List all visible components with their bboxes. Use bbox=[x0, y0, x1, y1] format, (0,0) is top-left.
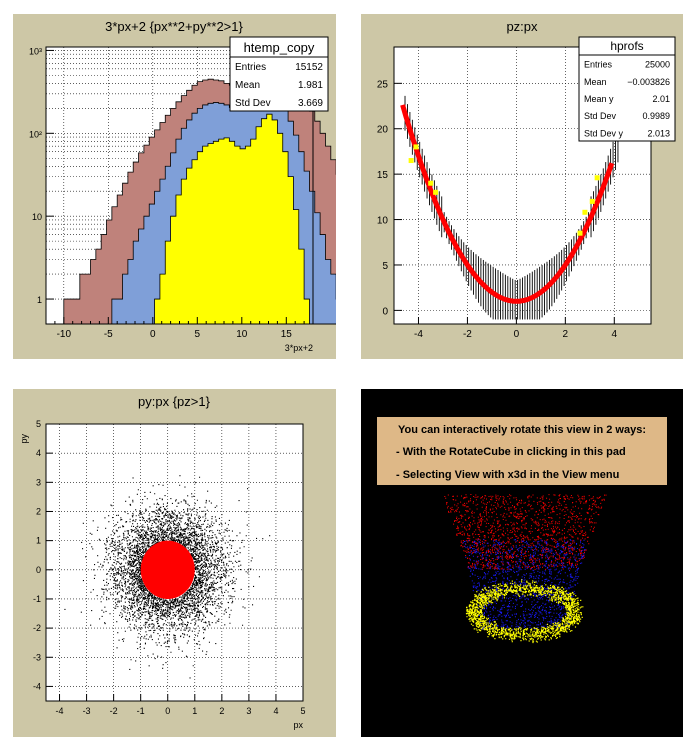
x-axis-label: px bbox=[293, 720, 303, 730]
outlier-marker bbox=[413, 144, 419, 150]
x-tick-label: -3 bbox=[83, 706, 91, 716]
y-tick-label: -4 bbox=[33, 681, 41, 691]
stats-box bbox=[229, 36, 329, 112]
stats-label: Mean bbox=[584, 77, 607, 87]
3d-view: You can interactively rotate this view i… bbox=[361, 389, 683, 737]
chart-title: 3*px+2 {px**2+py**2>1} bbox=[105, 19, 243, 34]
outlier-marker bbox=[582, 209, 588, 215]
outlier-marker bbox=[594, 175, 600, 181]
y-tick-label: 1 bbox=[37, 295, 42, 305]
outlier-marker bbox=[577, 230, 583, 236]
scatter-chart: -4 -3 -2 -1 0 1 2 3 4 5 -4 -3 -2 -1 0 1 2 3 4 5 px py py:px {p… bbox=[13, 389, 336, 737]
frame-border bbox=[393, 46, 652, 325]
outlier-marker bbox=[433, 189, 439, 195]
y-tick-label: 1 bbox=[36, 536, 41, 546]
y-tick-label: 0 bbox=[382, 306, 388, 317]
y-tick-label: 4 bbox=[36, 448, 41, 458]
stats-label: Entries bbox=[584, 60, 613, 70]
blue-points bbox=[462, 539, 586, 630]
histogram-chart: -10 -5 0 5 10 15 1 10 10² 10³ 3*px+2 3*px+2 {px**2+… bbox=[13, 14, 390, 359]
stats-label: Std Dev bbox=[584, 111, 617, 121]
profile-chart: -4 -2 0 2 4 0 5 10 15 20 25 pz:px hprofs Entries 25000… bbox=[361, 14, 683, 359]
profile-curve bbox=[400, 104, 615, 304]
banner-line: You can interactively rotate this view i… bbox=[398, 424, 646, 436]
y-tick-label: -2 bbox=[33, 623, 41, 633]
stats-value: 2.01 bbox=[652, 94, 670, 104]
banner-line: - With the RotateCube in clicking in thi… bbox=[396, 446, 626, 458]
pad-3d-view[interactable]: You can interactively rotate this view i… bbox=[361, 389, 683, 737]
x-tick-label: 2 bbox=[563, 329, 569, 340]
stats-label: Std Dev bbox=[235, 98, 271, 109]
y-tick-label: 5 bbox=[382, 261, 388, 272]
x-tick-label: -10 bbox=[57, 329, 72, 340]
banner-line: - Selecting View with x3d in the View me… bbox=[396, 469, 619, 481]
y-tick-label: 2 bbox=[36, 506, 41, 516]
yellow-ring-points bbox=[465, 579, 584, 644]
x-tick-label: -4 bbox=[414, 329, 423, 340]
y-tick-label: 15 bbox=[377, 170, 389, 181]
stats-label: Mean bbox=[235, 80, 260, 91]
x-tick-label: 1 bbox=[192, 706, 197, 716]
stats-value: 0.9989 bbox=[642, 111, 670, 121]
stats-value: 15152 bbox=[295, 62, 323, 73]
x-tick-label: 5 bbox=[195, 329, 201, 340]
x-tick-label: 4 bbox=[273, 706, 278, 716]
x-tick-label: 0 bbox=[150, 329, 156, 340]
x-tick-label: 2 bbox=[219, 706, 224, 716]
y-tick-label: 10 bbox=[377, 216, 389, 227]
banner-box bbox=[377, 417, 667, 485]
stats-name: hprofs bbox=[610, 39, 643, 53]
x-tick-label: -1 bbox=[137, 706, 145, 716]
x-tick-label: -2 bbox=[463, 329, 472, 340]
chart-title: py:px {pz>1} bbox=[138, 394, 211, 409]
outlier-marker bbox=[589, 198, 595, 204]
stats-value: 2.013 bbox=[647, 128, 670, 138]
pad-scatter[interactable]: -4 -3 -2 -1 0 1 2 3 4 5 -4 -3 -2 -1 0 1 2 3 4 5 px py py:px {p… bbox=[13, 389, 336, 737]
x-tick-label: -5 bbox=[104, 329, 113, 340]
y-tick-label: 20 bbox=[377, 125, 389, 136]
y-tick-label: 25 bbox=[377, 79, 389, 90]
x-tick-label: 5 bbox=[300, 706, 305, 716]
x-tick-label: 3 bbox=[246, 706, 251, 716]
y-tick-label: 0 bbox=[36, 565, 41, 575]
x-axis-label: 3*px+2 bbox=[285, 343, 313, 353]
y-axis-label: py bbox=[19, 434, 29, 444]
stats-box bbox=[578, 36, 676, 142]
x-tick-label: 0 bbox=[514, 329, 520, 340]
x-tick-label: 0 bbox=[165, 706, 170, 716]
stats-label: Mean y bbox=[584, 94, 614, 104]
outlier-marker bbox=[428, 180, 434, 186]
x-tick-label: -2 bbox=[110, 706, 118, 716]
y-tick-label: 5 bbox=[36, 419, 41, 429]
x-tick-label: 4 bbox=[612, 329, 618, 340]
stats-label: Entries bbox=[235, 62, 266, 73]
stats-value: 25000 bbox=[645, 60, 670, 70]
x-tick-label: 10 bbox=[236, 329, 248, 340]
y-tick-label: 10³ bbox=[29, 46, 42, 56]
pad-profile[interactable]: -4 -2 0 2 4 0 5 10 15 20 25 pz:px hprofs Entries 25000… bbox=[361, 14, 683, 359]
stats-value: 1.981 bbox=[298, 80, 323, 91]
outlier-marker bbox=[408, 158, 414, 164]
stats-value: −0.003826 bbox=[627, 77, 670, 87]
y-tick-label: -3 bbox=[33, 652, 41, 662]
stats-value: 3.669 bbox=[298, 98, 323, 109]
frame-border bbox=[45, 423, 304, 702]
pad-histogram[interactable]: -10 -5 0 5 10 15 1 10 10² 10³ 3*px+2 3*px+2 {px**2+… bbox=[13, 14, 390, 359]
y-tick-label: 10 bbox=[32, 212, 42, 222]
stats-name: htemp_copy bbox=[244, 40, 315, 55]
x-tick-label: -4 bbox=[56, 706, 64, 716]
chart-title: pz:px bbox=[506, 19, 538, 34]
y-tick-label: -1 bbox=[33, 594, 41, 604]
x-tick-label: 15 bbox=[281, 329, 293, 340]
stats-label: Std Dev y bbox=[584, 128, 624, 138]
y-tick-label: 10² bbox=[29, 129, 42, 139]
red-disk bbox=[140, 540, 195, 599]
y-tick-label: 3 bbox=[36, 477, 41, 487]
